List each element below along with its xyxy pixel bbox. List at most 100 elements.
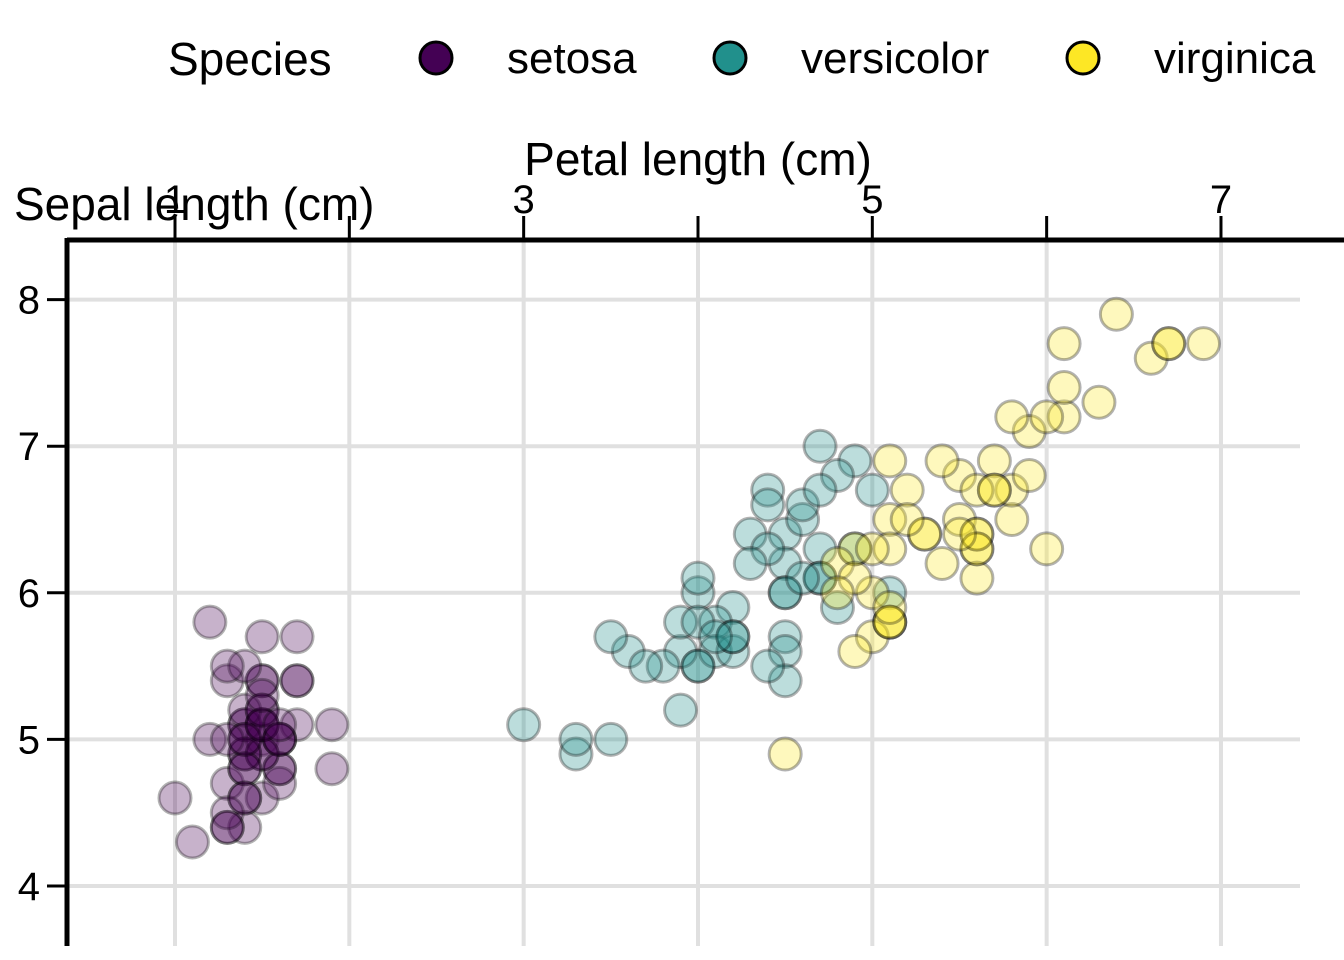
point-setosa xyxy=(192,604,228,640)
point-versicolor xyxy=(506,707,542,743)
point-setosa xyxy=(262,765,298,801)
point-setosa xyxy=(209,721,245,757)
point-virginica xyxy=(994,399,1030,435)
point-setosa xyxy=(244,736,280,772)
point-virginica xyxy=(854,575,890,611)
point-setosa xyxy=(227,648,263,684)
x-tick-label: 7 xyxy=(1210,178,1232,222)
point-virginica xyxy=(924,443,960,479)
point-versicolor xyxy=(697,633,733,669)
point-virginica xyxy=(1029,399,1065,435)
point-versicolor xyxy=(715,619,751,655)
point-setosa xyxy=(209,795,245,831)
point-setosa xyxy=(209,663,245,699)
point-virginica xyxy=(767,736,803,772)
point-setosa xyxy=(279,707,315,743)
point-virginica xyxy=(854,619,890,655)
point-virginica xyxy=(941,502,977,537)
point-versicolor xyxy=(819,458,855,494)
point-versicolor xyxy=(785,487,821,523)
point-virginica xyxy=(1029,531,1065,567)
point-setosa xyxy=(227,751,263,787)
point-setosa xyxy=(262,751,298,787)
point-virginica xyxy=(872,604,908,640)
point-versicolor xyxy=(750,487,786,523)
point-setosa xyxy=(279,663,315,699)
y-tick-label: 5 xyxy=(18,718,40,762)
legend-marker-versicolor xyxy=(712,40,748,76)
point-virginica xyxy=(872,604,908,640)
legend: Species setosa versicolor virginica xyxy=(168,33,1316,85)
point-setosa xyxy=(192,721,228,757)
point-setosa xyxy=(262,721,298,757)
point-setosa xyxy=(227,736,263,772)
point-virginica xyxy=(1098,296,1134,332)
point-versicolor xyxy=(663,604,699,640)
point-versicolor xyxy=(593,721,629,757)
point-virginica xyxy=(1081,384,1117,420)
point-versicolor xyxy=(558,736,594,772)
point-versicolor xyxy=(750,531,786,567)
point-versicolor xyxy=(837,531,873,567)
y-axis-label: Sepal length (cm) xyxy=(14,178,375,230)
point-setosa xyxy=(209,809,245,845)
point-setosa xyxy=(227,721,263,757)
point-setosa xyxy=(262,721,298,757)
grid-lines xyxy=(67,240,1300,946)
x-axis-label: Petal length (cm) xyxy=(524,133,872,185)
point-setosa xyxy=(244,721,280,757)
point-versicolor xyxy=(785,502,821,537)
point-setosa xyxy=(227,707,263,743)
y-tick-label: 6 xyxy=(18,572,40,616)
point-virginica xyxy=(976,443,1012,479)
point-virginica xyxy=(994,472,1030,508)
point-versicolor xyxy=(697,619,733,655)
point-virginica xyxy=(1151,326,1187,362)
point-versicolor xyxy=(663,692,699,728)
point-virginica xyxy=(889,472,925,508)
point-versicolor xyxy=(802,560,838,596)
point-virginica xyxy=(872,589,908,625)
point-virginica xyxy=(959,472,995,508)
point-virginica xyxy=(941,458,977,494)
x-tick-label: 3 xyxy=(513,178,535,222)
x-tick-label: 1 xyxy=(164,178,186,222)
point-setosa xyxy=(262,751,298,787)
legend-marker-virginica xyxy=(1065,40,1101,76)
point-setosa xyxy=(209,809,245,845)
point-setosa xyxy=(244,619,280,655)
point-virginica xyxy=(837,531,873,567)
point-virginica xyxy=(854,531,890,567)
point-setosa xyxy=(174,824,210,860)
point-setosa xyxy=(227,721,263,757)
point-setosa xyxy=(227,809,263,845)
point-virginica xyxy=(924,545,960,581)
legend-label-versicolor: versicolor xyxy=(801,34,989,83)
point-versicolor xyxy=(802,531,838,567)
point-virginica xyxy=(1186,326,1222,362)
point-setosa xyxy=(227,780,263,816)
point-setosa xyxy=(227,780,263,816)
point-versicolor xyxy=(767,545,803,581)
point-setosa xyxy=(244,707,280,743)
point-setosa xyxy=(262,721,298,757)
point-versicolor xyxy=(767,516,803,552)
legend-label-setosa: setosa xyxy=(507,34,637,83)
point-versicolor xyxy=(680,560,716,596)
point-setosa xyxy=(244,692,280,728)
point-setosa xyxy=(314,751,350,787)
point-versicolor xyxy=(854,472,890,508)
point-virginica xyxy=(872,604,908,640)
point-setosa xyxy=(279,663,315,699)
point-setosa xyxy=(314,707,350,743)
y-tick-label: 8 xyxy=(18,279,40,323)
point-versicolor xyxy=(732,516,768,552)
legend-marker-setosa xyxy=(418,40,454,76)
point-setosa xyxy=(227,736,263,772)
point-setosa xyxy=(244,736,280,772)
y-tick-label: 4 xyxy=(18,865,40,909)
point-setosa xyxy=(244,707,280,743)
point-virginica xyxy=(959,531,995,567)
point-virginica xyxy=(889,502,925,537)
point-virginica xyxy=(837,560,873,596)
